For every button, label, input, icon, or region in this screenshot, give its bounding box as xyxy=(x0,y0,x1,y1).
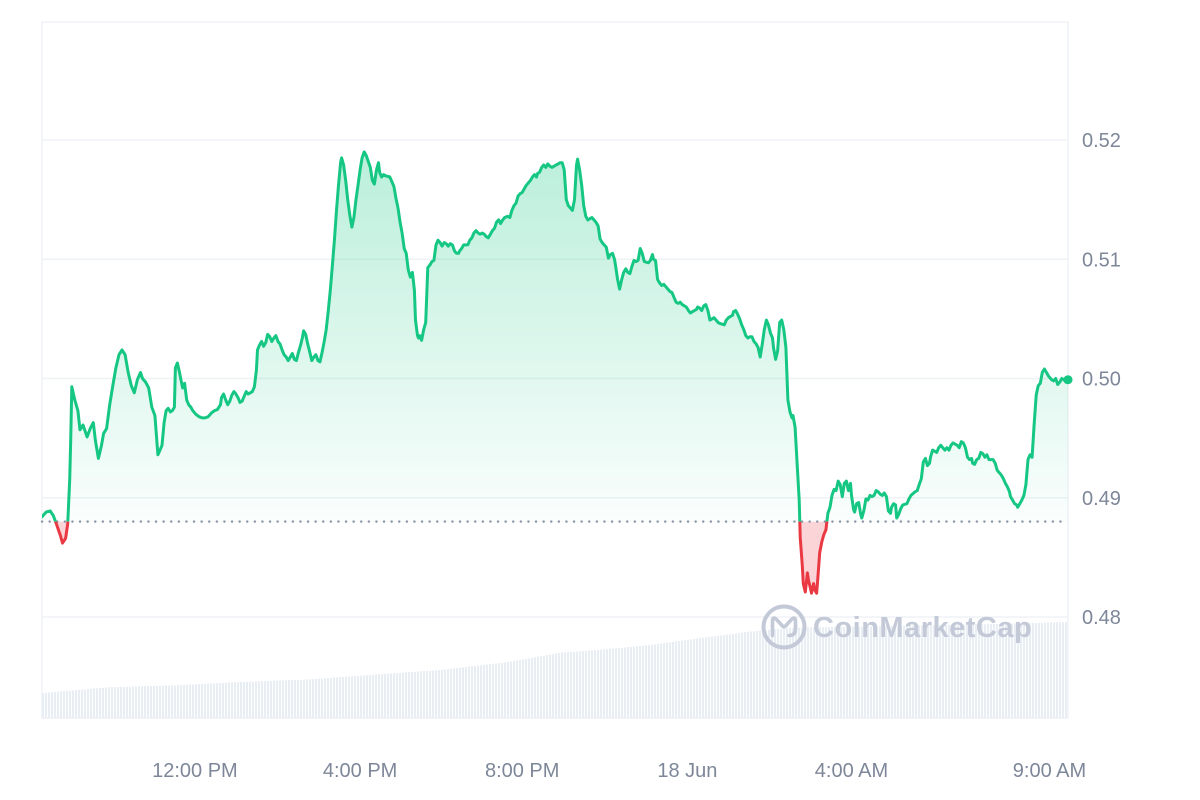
coinmarketcap-logo-icon xyxy=(761,604,807,650)
y-tick-label: 0.51 xyxy=(1082,249,1121,271)
coinmarketcap-watermark: CoinMarketCap xyxy=(761,604,1032,650)
x-tick-label: 18 Jun xyxy=(657,760,717,782)
price-area-fill-up xyxy=(42,151,1068,522)
x-tick-label: 12:00 PM xyxy=(152,760,238,782)
x-tick-label: 4:00 AM xyxy=(815,760,888,782)
volume-area xyxy=(42,622,1068,718)
y-tick-label: 0.52 xyxy=(1082,130,1121,152)
x-tick-label: 4:00 PM xyxy=(323,760,397,782)
y-tick-label: 0.48 xyxy=(1082,607,1121,629)
y-tick-label: 0.49 xyxy=(1082,488,1121,510)
watermark-text: CoinMarketCap xyxy=(813,612,1032,644)
x-tick-label: 9:00 AM xyxy=(1013,760,1086,782)
last-price-dot xyxy=(1063,375,1073,385)
price-line-up xyxy=(42,150,1068,522)
x-tick-label: 8:00 PM xyxy=(485,760,559,782)
price-area-fill-down xyxy=(42,521,1068,594)
volume-bars xyxy=(42,622,1068,718)
coinmarketcap-logo-m-icon xyxy=(770,616,798,638)
price-series xyxy=(40,150,1073,595)
y-tick-label: 0.50 xyxy=(1082,369,1121,391)
axis-labels: 0.52 0.51 0.50 0.49 0.48 12:00 PM 4:00 PM 8:00 … xyxy=(152,130,1121,782)
